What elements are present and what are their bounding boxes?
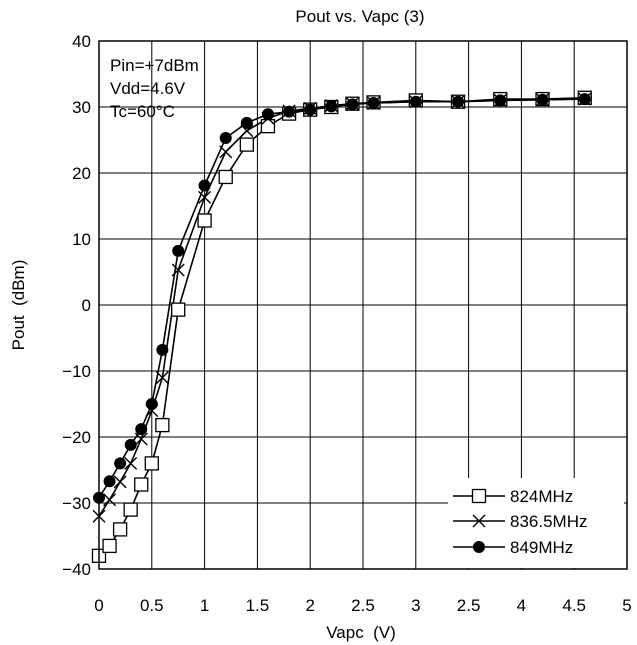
x-tick-label: 0 <box>94 596 103 615</box>
legend-marker-open-square <box>471 488 487 504</box>
data-point-filled-circle <box>261 108 274 121</box>
x-tick-label: 4.5 <box>562 596 586 615</box>
data-point-open-square <box>144 456 159 471</box>
data-point-cross <box>103 493 117 507</box>
condition-annotations: Pin=+7dBm Vdd=4.6V Tc=60°C <box>110 56 199 121</box>
data-point-filled-circle <box>240 116 253 129</box>
data-point-filled-circle <box>325 100 338 113</box>
data-point-filled-circle <box>124 438 137 451</box>
data-point-cross <box>134 432 148 446</box>
x-tick-label: 5 <box>622 596 631 615</box>
x-tick-label: 2.5 <box>351 596 375 615</box>
legend-label: 849MHz <box>510 538 573 557</box>
data-point-open-square <box>239 137 254 152</box>
data-point-cross <box>155 371 169 385</box>
legend-marker-filled-circle <box>473 541 485 553</box>
data-point-filled-circle <box>283 105 296 118</box>
data-point-filled-circle <box>409 95 422 108</box>
data-point-filled-circle <box>156 343 169 356</box>
data-point-filled-circle <box>114 457 127 470</box>
y-tick-label: −30 <box>62 494 91 513</box>
data-point-cross <box>113 475 127 489</box>
legend-label: 824MHz <box>510 487 573 506</box>
data-point-open-square <box>155 417 170 433</box>
chart-title: Pout vs. Vapc (3) <box>295 7 424 26</box>
legend: 824MHz 836.5MHz 849MHz <box>448 478 624 568</box>
data-point-open-square <box>134 477 149 492</box>
series-lines <box>98 97 585 557</box>
data-point-filled-circle <box>135 423 148 436</box>
data-point-filled-circle <box>198 179 211 192</box>
legend-label: 836.5MHz <box>510 512 587 531</box>
y-axis-ticks: 40 30 20 10 0 −10 −20 −30 −40 <box>62 32 91 579</box>
x-tick-label: 4 <box>517 596 526 615</box>
data-point-filled-circle <box>346 98 359 111</box>
data-point-open-square <box>112 522 128 537</box>
data-point-filled-circle <box>452 95 465 108</box>
markers <box>91 90 592 563</box>
annotation-text: Tc=60°C <box>110 102 175 121</box>
data-point-cross <box>124 456 138 470</box>
y-axis-label: Pout (dBm) <box>9 260 28 351</box>
y-tick-label: 10 <box>72 230 91 249</box>
data-point-filled-circle <box>536 93 549 106</box>
data-point-filled-circle <box>172 244 185 257</box>
annotation-text: Pin=+7dBm <box>110 56 199 75</box>
data-point-filled-circle <box>304 103 317 116</box>
plot-frame <box>98 40 628 570</box>
y-tick-label: −20 <box>62 428 91 447</box>
data-point-filled-circle <box>103 475 116 488</box>
data-point-open-square <box>218 169 233 185</box>
data-point-filled-circle <box>578 93 591 106</box>
x-tick-label: 0.5 <box>140 596 164 615</box>
data-point-open-square <box>197 213 212 228</box>
data-point-open-square <box>260 118 276 134</box>
y-tick-label: 30 <box>72 98 91 117</box>
legend-marker-cross <box>472 514 486 528</box>
y-tick-label: 0 <box>82 296 91 315</box>
y-tick-label: −10 <box>62 362 91 381</box>
data-point-cross <box>198 190 212 204</box>
data-point-open-square <box>123 502 138 517</box>
data-point-filled-circle <box>494 94 507 107</box>
x-tick-label: 2 <box>305 596 314 615</box>
y-tick-label: −40 <box>62 560 91 579</box>
data-point-open-square <box>171 302 186 317</box>
data-point-filled-circle <box>145 398 158 410</box>
x-tick-label: 2.5 <box>457 596 481 615</box>
annotation-text: Vdd=4.6V <box>110 79 186 98</box>
series-line-849mhz <box>98 98 585 499</box>
data-point-filled-circle <box>367 97 380 110</box>
grid <box>99 41 627 569</box>
x-tick-label: 3 <box>411 596 420 615</box>
x-axis-ticks: 0 0.5 1 1.5 2 2.5 3 2.5 4 4.5 5 <box>94 596 631 615</box>
x-tick-label: 1.5 <box>246 596 270 615</box>
data-point-filled-circle <box>219 132 232 145</box>
data-point-cross <box>171 263 185 277</box>
y-tick-label: 20 <box>72 164 91 183</box>
data-point-cross <box>219 145 233 159</box>
y-tick-label: 40 <box>72 32 91 51</box>
x-axis-label: Vapc (V) <box>326 623 396 642</box>
data-point-open-square <box>102 538 117 554</box>
x-tick-label: 1 <box>200 596 209 615</box>
